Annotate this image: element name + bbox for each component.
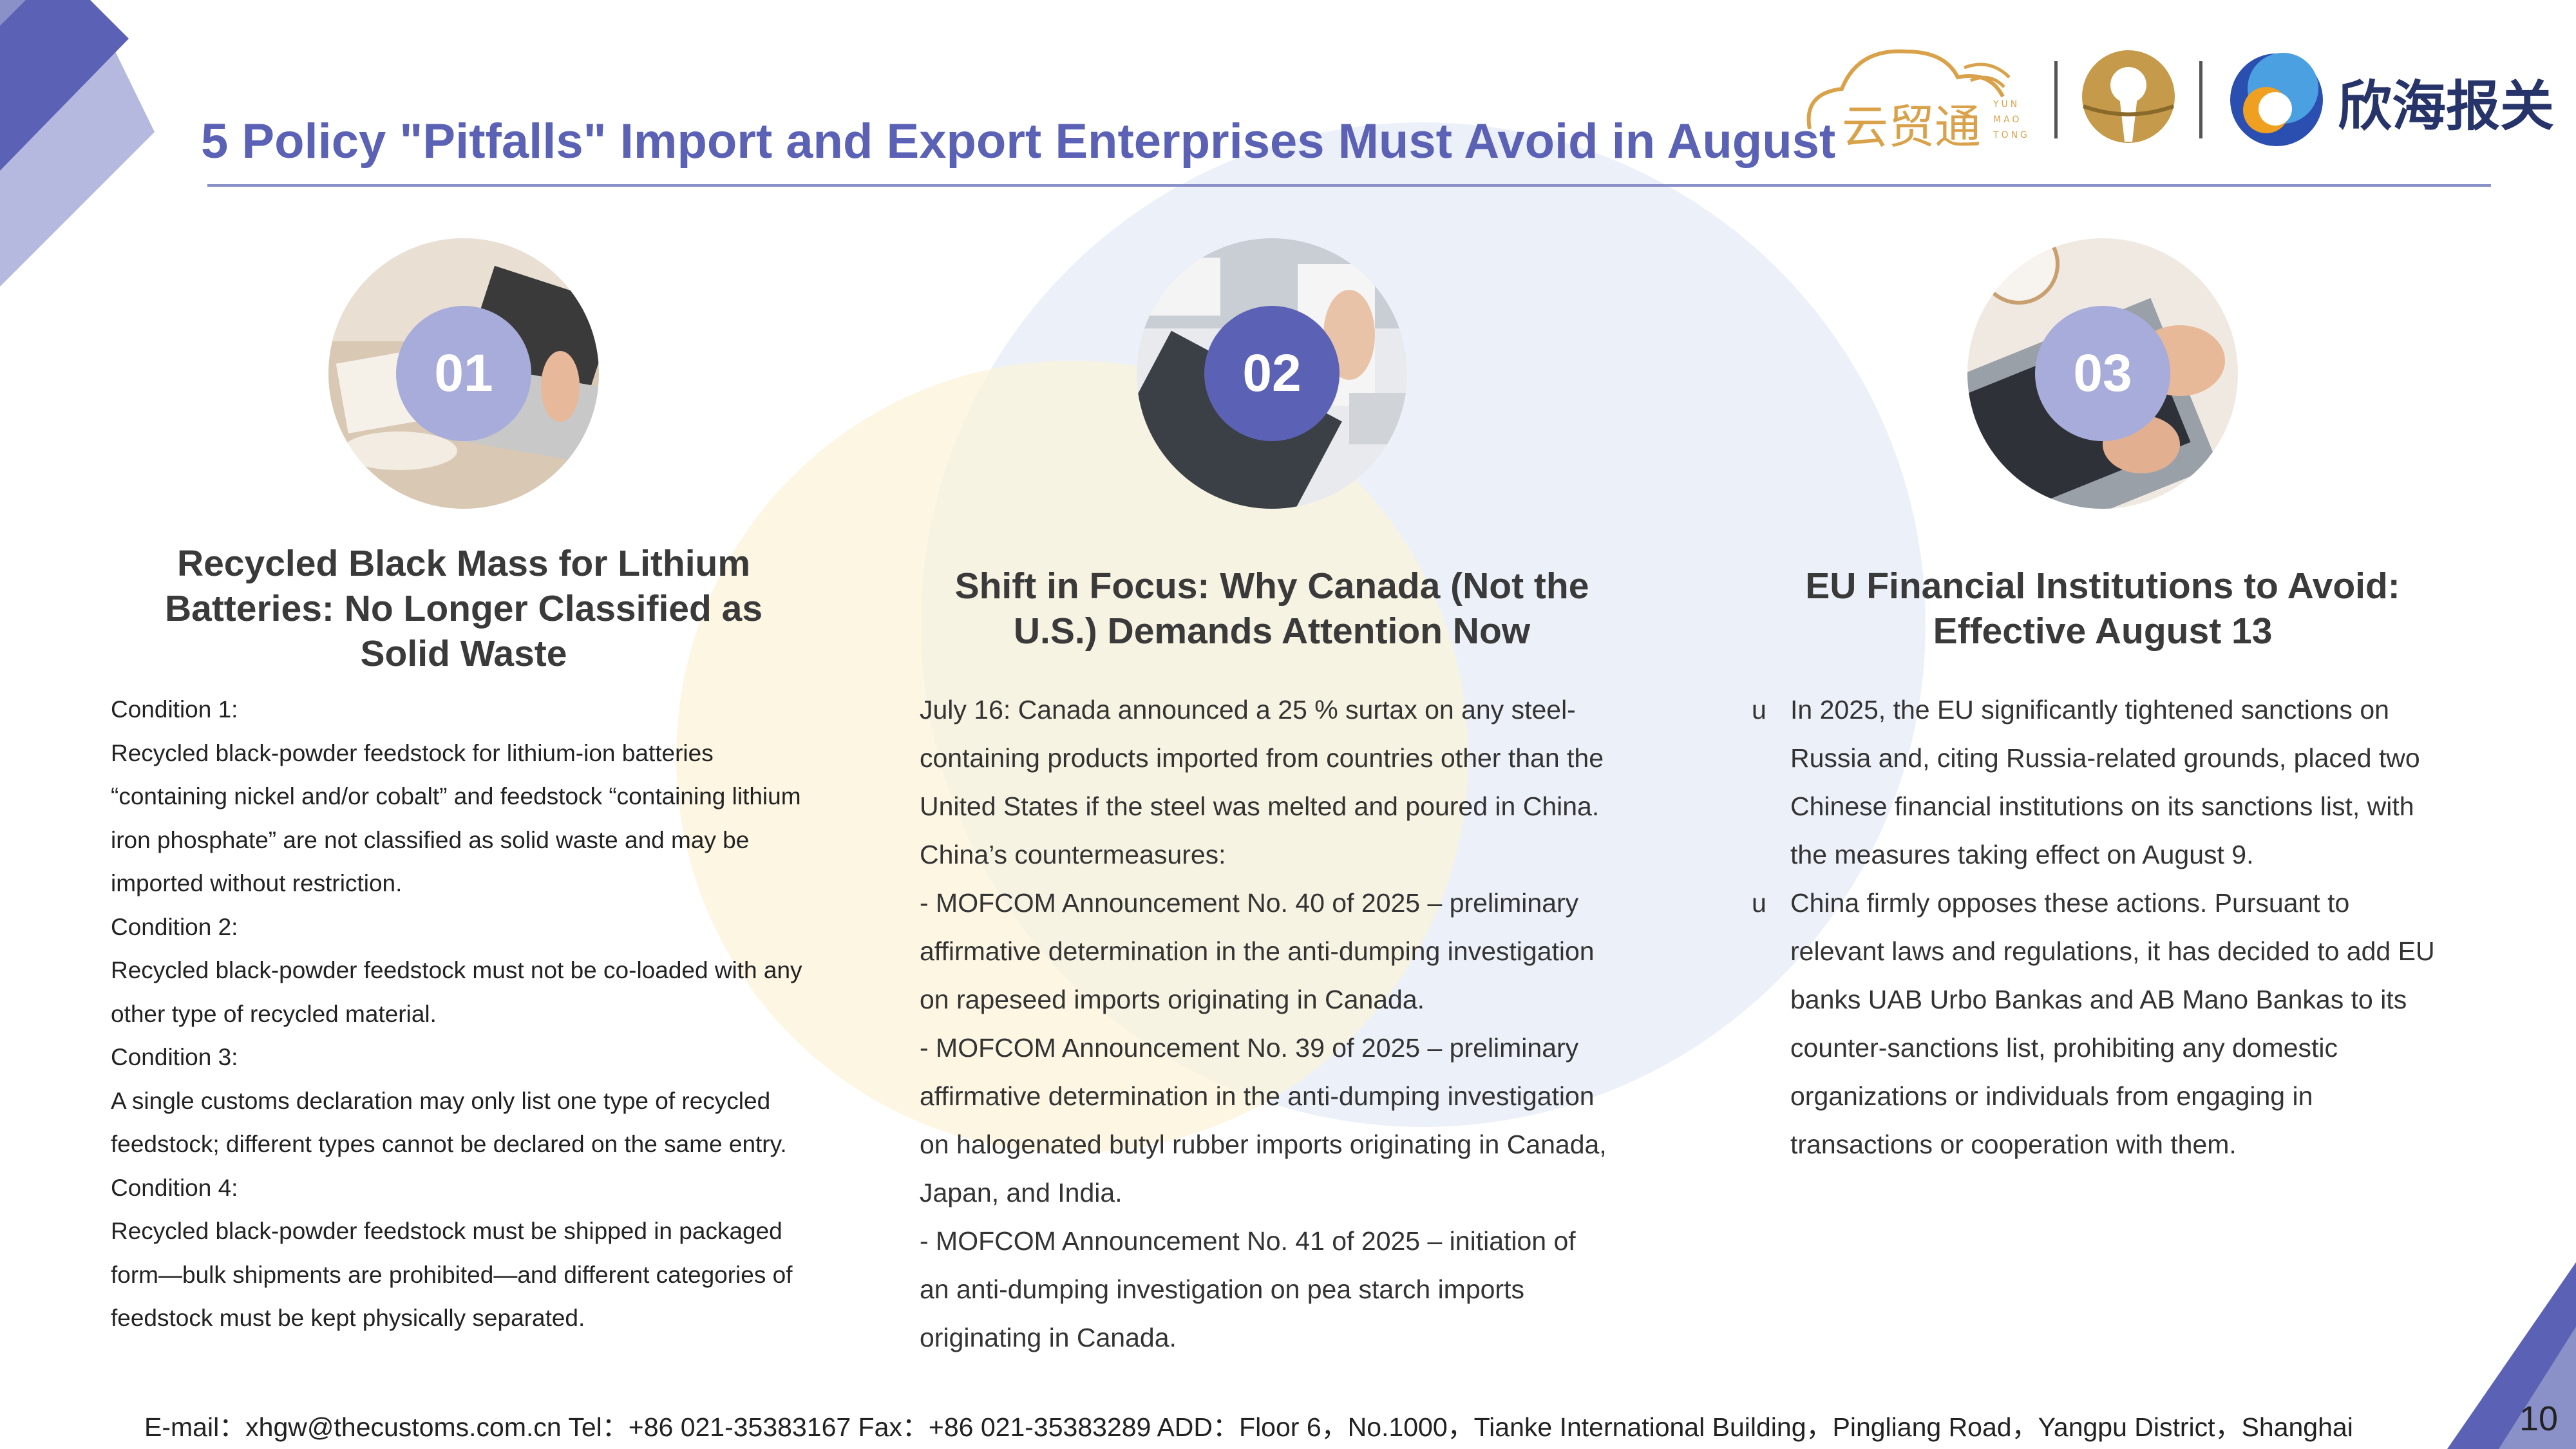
body-line: United States if the steel was melted an… [920, 791, 1600, 821]
body-line: - MOFCOM Announcement No. 39 of 2025 – p… [920, 1033, 1579, 1063]
body-line: other type of recycled material. [111, 1000, 437, 1027]
body-line: Recycled black-powder feedstock must be … [111, 1218, 782, 1244]
bullet-item: u In 2025, the EU significantly tightene… [1752, 686, 2460, 879]
body-line: affirmative determination in the anti-du… [920, 936, 1595, 966]
background-circle-yellow [676, 361, 1468, 1153]
body-line: containing products imported from countr… [920, 743, 1604, 773]
xinhai-brand-text: 欣海报关 [2338, 75, 2555, 138]
title-underline [207, 184, 2491, 187]
body-line: feedstock; different types cannot be dec… [111, 1131, 787, 1157]
body-line: Recycled black-powder feedstock for lith… [111, 739, 714, 766]
body-line: A single customs declaration may only li… [111, 1087, 771, 1114]
logo-separator [2054, 61, 2058, 138]
body-line: imported without restriction. [111, 870, 402, 896]
bullet-marker: u [1752, 888, 1766, 918]
body-line: July 16: Canada announced a 25 % surtax … [920, 695, 1576, 724]
bullet-marker: u [1752, 695, 1766, 724]
body-line: counter-sanctions list, prohibiting any … [1790, 1033, 2338, 1063]
crescent-logo-icon [2230, 53, 2323, 146]
body-line: - MOFCOM Announcement No. 40 of 2025 – p… [920, 888, 1579, 918]
body-line: Chinese financial institutions on its sa… [1790, 791, 2414, 821]
body-line: Condition 2: [111, 913, 238, 940]
body-line: organizations or individuals from engagi… [1790, 1081, 2313, 1111]
body-line: Russia and, citing Russia-related ground… [1790, 743, 2420, 773]
logo-bar: 云贸通 YUN MAO TONG 欣海报关 [1797, 32, 2554, 161]
body-line: form—bulk shipments are prohibited—and d… [111, 1261, 793, 1288]
yun-mao-tong-logo-text: 云贸通 [1842, 100, 1982, 154]
bullet-item: u China firmly opposes these actions. Pu… [1752, 879, 2460, 1169]
body-line: Condition 3: [111, 1044, 238, 1070]
body-line: In 2025, the EU significantly tightened … [1790, 695, 2389, 724]
section-1-heading: Recycled Black Mass for Lithium Batterie… [164, 543, 763, 674]
body-line: relevant laws and regulations, it has de… [1790, 936, 2435, 966]
body-line: banks UAB Urbo Bankas and AB Mano Bankas… [1790, 985, 2407, 1014]
body-line: the measures taking effect on August 9. [1790, 840, 2254, 869]
logo-separator [2199, 61, 2202, 138]
body-line: Japan, and India. [920, 1178, 1122, 1208]
section-number-badge: 01 [396, 306, 531, 441]
body-line: - MOFCOM Announcement No. 41 of 2025 – i… [920, 1226, 1576, 1256]
section-1-body: Condition 1: Recycled black-powder feeds… [111, 688, 819, 1340]
keyhole-logo-icon [2082, 50, 2175, 143]
body-line: China firmly opposes these actions. Purs… [1790, 888, 2350, 918]
section-2-body: July 16: Canada announced a 25 % surtax … [920, 686, 1628, 1362]
section-3-heading: EU Financial Institutions to Avoid: Effe… [1805, 565, 2400, 652]
body-line: iron phosphate” are not classified as so… [111, 826, 750, 853]
body-line: originating in Canada. [920, 1323, 1177, 1352]
body-line: affirmative determination in the anti-du… [920, 1081, 1595, 1111]
body-line: Recycled black-powder feedstock must not… [111, 957, 802, 983]
body-line: Condition 4: [111, 1174, 238, 1201]
footer-contact: E-mail：xhgw@thecustoms.com.cn Tel：+86 02… [144, 1412, 2353, 1442]
body-line: on rapeseed imports originating in Canad… [920, 985, 1425, 1014]
body-line: on halogenated butyl rubber imports orig… [920, 1130, 1607, 1159]
body-line: China’s countermeasures: [920, 840, 1226, 869]
cloud-logo-icon [1806, 49, 2011, 129]
body-line: Condition 1: [111, 696, 238, 723]
page-number: 10 [2519, 1399, 2559, 1438]
section-number-badge: 02 [1204, 306, 1340, 441]
page-title: 5 Policy "Pitfalls" Import and Export En… [201, 114, 1836, 169]
section-2-heading: Shift in Focus: Why Canada (Not the U.S.… [954, 565, 1589, 652]
section-3-body: u In 2025, the EU significantly tightene… [1752, 686, 2460, 1169]
body-line: an anti-dumping investigation on pea sta… [920, 1274, 1524, 1304]
bottom-right-chevron-decoration [2421, 1249, 2576, 1449]
body-line: feedstock must be kept physically separa… [111, 1305, 585, 1331]
body-line: “containing nickel and/or cobalt” and fe… [111, 783, 801, 810]
body-line: transactions or cooperation with them. [1790, 1130, 2237, 1159]
top-left-chevron-decoration [0, 0, 167, 296]
yun-mao-tong-logo-pinyin: YUN MAO TONG [1993, 99, 2030, 140]
section-number-badge: 03 [2035, 306, 2170, 441]
